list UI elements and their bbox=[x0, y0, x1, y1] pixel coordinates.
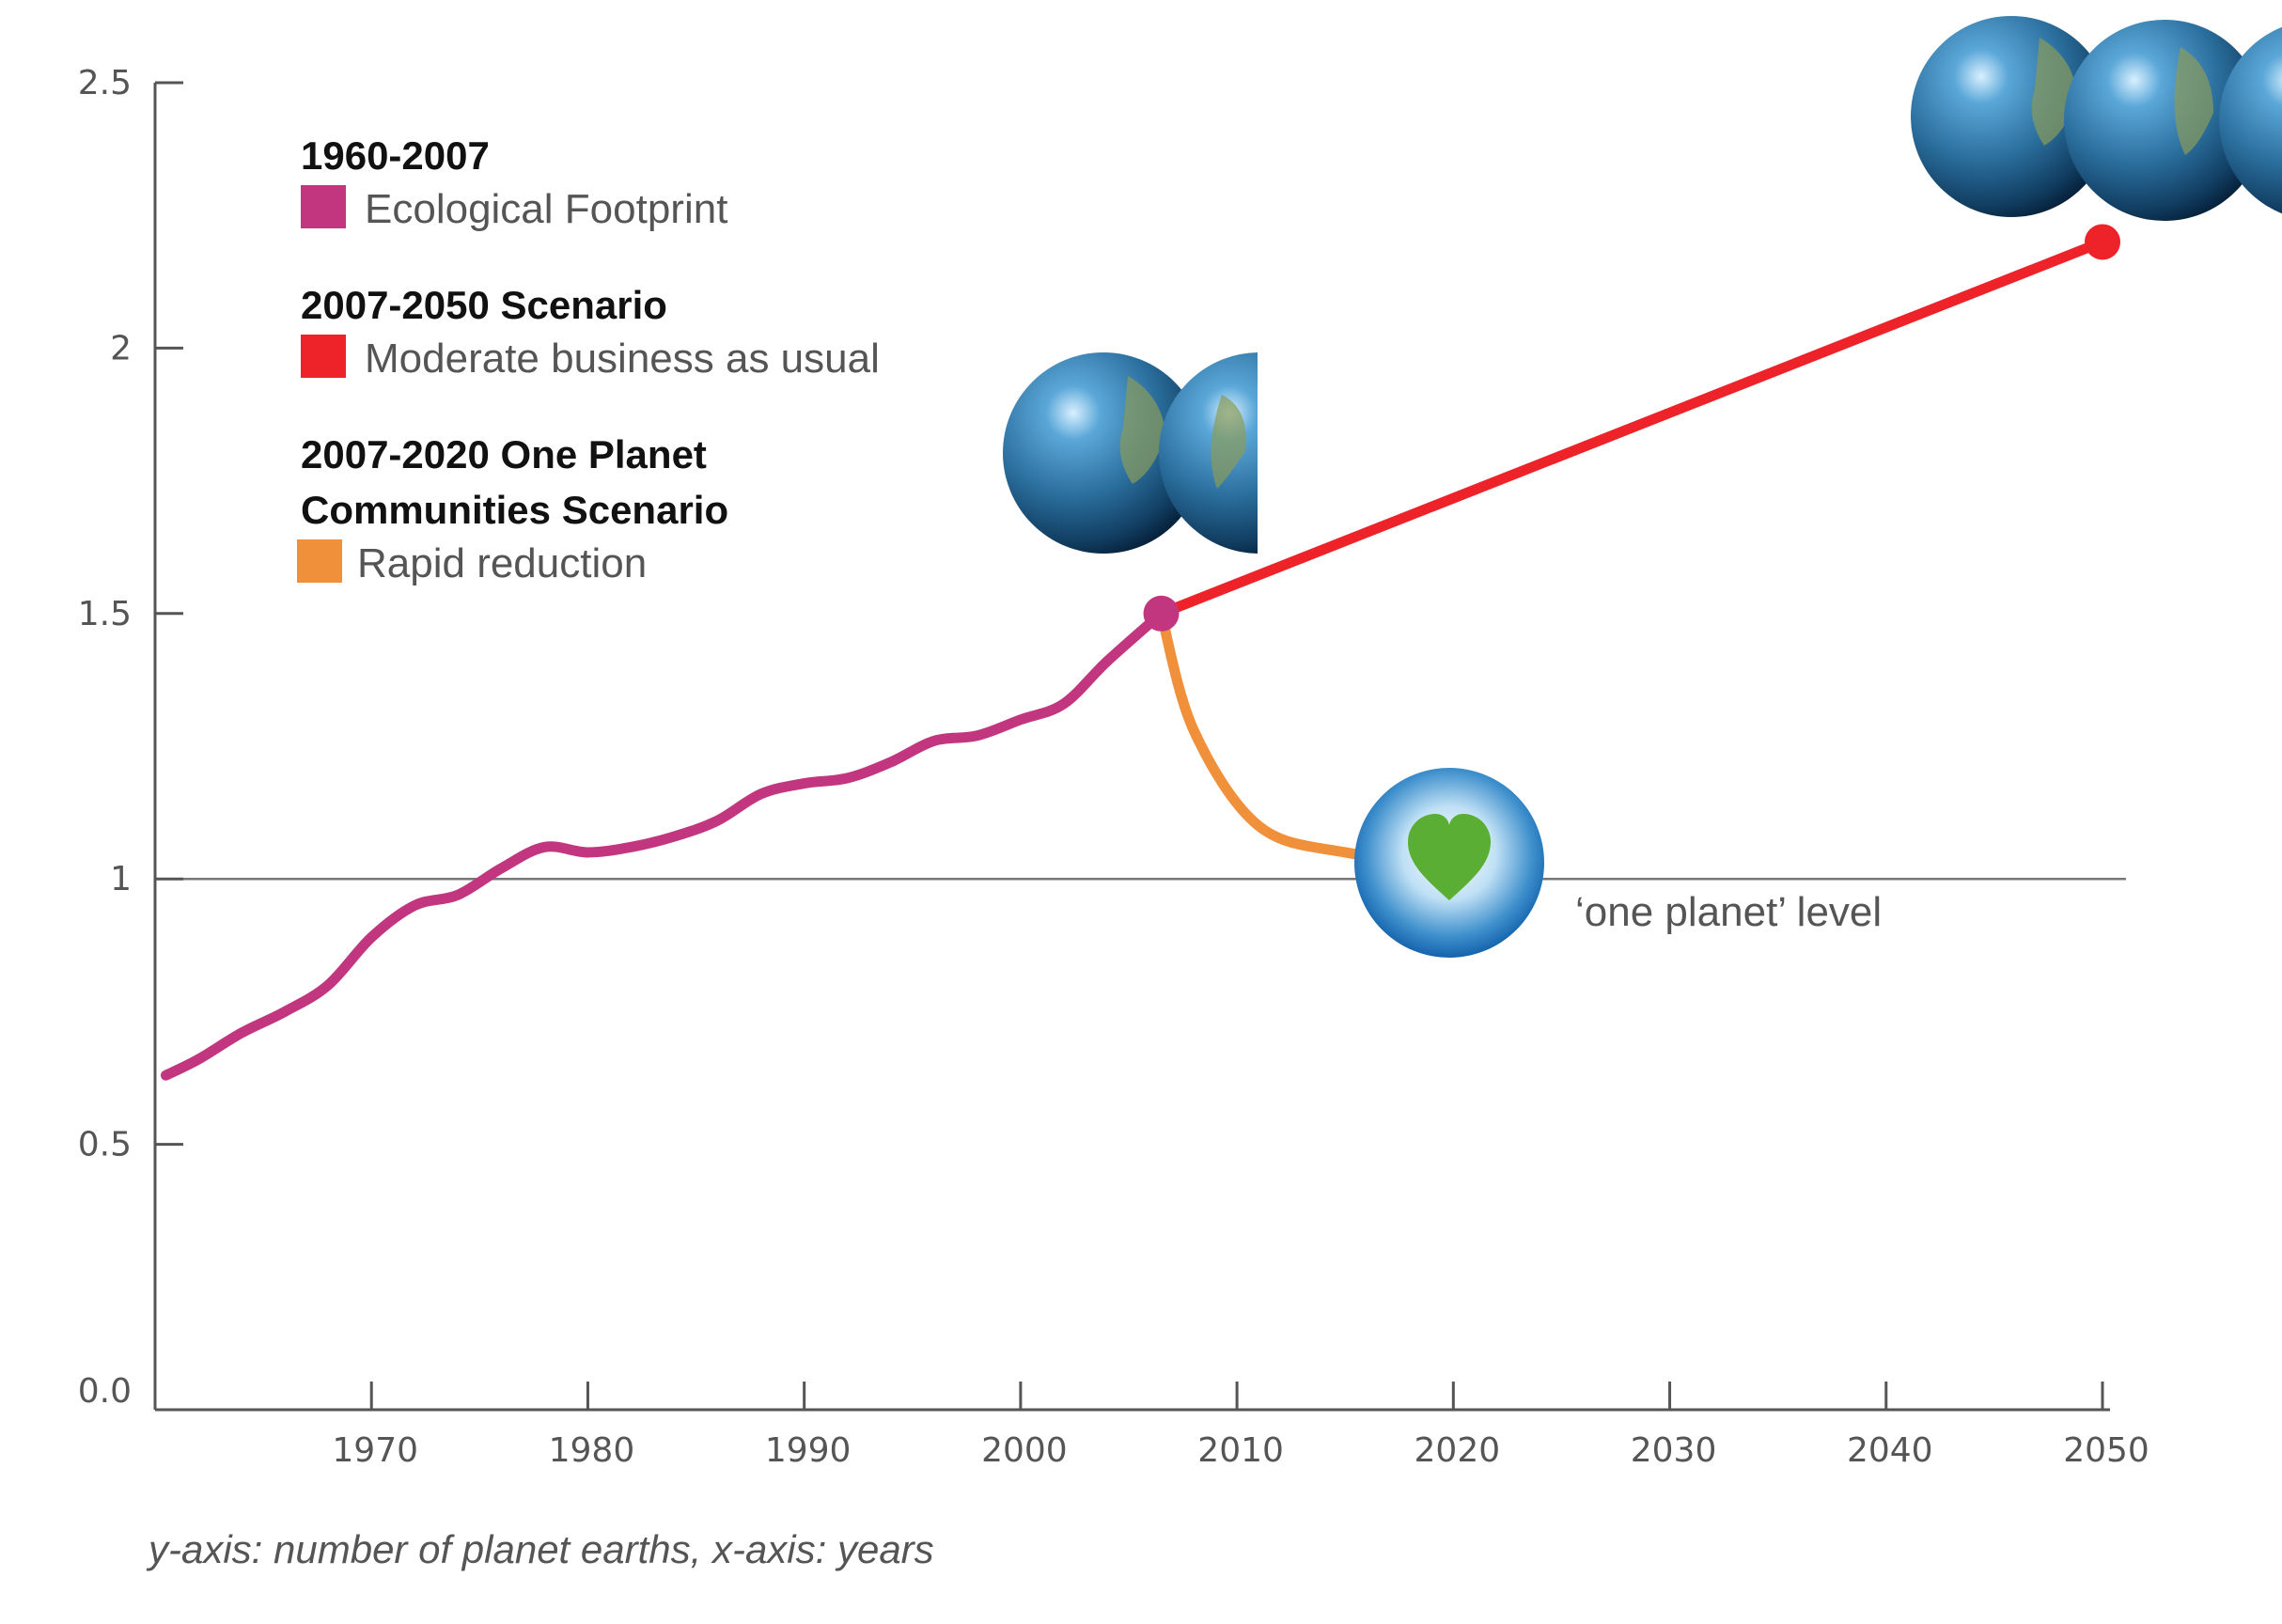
y-tick-label: 1.5 bbox=[78, 595, 132, 633]
legend-heading: 2007-2020 One Planet bbox=[301, 432, 707, 476]
legend-swatch bbox=[297, 539, 342, 583]
earth-icon bbox=[2219, 26, 2282, 214]
series-ecological-footprint bbox=[161, 608, 1167, 1081]
earth-continent bbox=[1211, 395, 1246, 489]
earth-icon bbox=[1159, 352, 1258, 554]
dots-layer bbox=[1143, 224, 2120, 632]
x-tick-label: 2020 bbox=[1415, 1431, 1501, 1470]
legend-swatch bbox=[301, 185, 346, 228]
earth-continent bbox=[2174, 47, 2213, 155]
legend-label: Moderate business as usual bbox=[365, 336, 880, 382]
y-tick-label: 1 bbox=[110, 860, 132, 898]
y-tick-label: 0.5 bbox=[78, 1126, 132, 1164]
legend-heading: 1960-2007 bbox=[301, 133, 490, 178]
legend: 1960-2007 Ecological Footprint 2007-2050 S… bbox=[297, 133, 880, 586]
y-tick-label: 0.0 bbox=[78, 1372, 132, 1411]
heart-icon bbox=[1354, 768, 1544, 958]
legend-heading: 2007-2050 Scenario bbox=[301, 283, 667, 327]
heart-shape bbox=[1408, 814, 1491, 900]
x-tick-label: 1980 bbox=[549, 1431, 635, 1470]
x-tick-label: 2050 bbox=[2063, 1431, 2149, 1470]
x-tick-label: 1970 bbox=[332, 1431, 418, 1470]
legend-label: Rapid reduction bbox=[357, 540, 647, 586]
earth-continent bbox=[1119, 376, 1165, 484]
y-tick-label: 2 bbox=[110, 329, 132, 367]
x-tick-label: 2010 bbox=[1197, 1431, 1284, 1470]
axes bbox=[153, 81, 2110, 1412]
legend-label: Ecological Footprint bbox=[365, 186, 727, 232]
y-tick-label: 2.5 bbox=[78, 64, 132, 102]
x-tick-label: 2000 bbox=[981, 1431, 1068, 1470]
one-planet-label: ‘one planet’ level bbox=[1575, 889, 1882, 935]
legend-heading: Communities Scenario bbox=[301, 488, 728, 532]
x-tick-label: 2030 bbox=[1631, 1431, 1717, 1470]
earth-icon bbox=[2064, 20, 2265, 221]
x-tick-label: 1990 bbox=[765, 1431, 852, 1470]
footprint-2007-point bbox=[1143, 595, 1180, 632]
legend-swatch bbox=[301, 335, 346, 378]
x-ticks: 1970 1980 1990 2000 2010 2020 2030 2040 2050 bbox=[332, 1382, 2149, 1470]
axes-caption: y-axis: number of planet earths, x-axis:… bbox=[146, 1527, 934, 1571]
series-business-as-usual bbox=[1156, 236, 2108, 619]
business-as-usual-2050-point bbox=[2085, 224, 2120, 260]
earth-icon-group-2007 bbox=[1003, 352, 1258, 554]
y-ticks: 0.0 0.5 1 1.5 2 2.5 bbox=[78, 64, 183, 1412]
earth-icon-group-2050 bbox=[1911, 16, 2282, 221]
x-tick-label: 2040 bbox=[1847, 1431, 1933, 1470]
